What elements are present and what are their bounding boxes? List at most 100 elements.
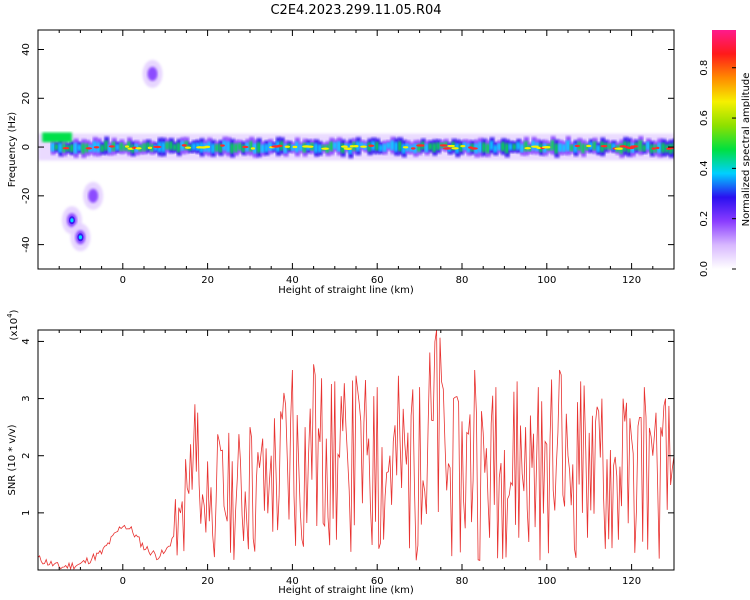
- band-core: [584, 144, 590, 151]
- band-core: [558, 143, 563, 152]
- band-peak: [220, 144, 225, 147]
- snr-panel: 0 20 40 60 80 100 120 1 2 3 4 Height of straight l…: [6, 309, 675, 596]
- band-core: [508, 143, 513, 151]
- band-core: [169, 141, 174, 150]
- band-core: [417, 143, 422, 152]
- band-core: [161, 142, 166, 153]
- band-core: [115, 144, 120, 151]
- band-core: [459, 143, 464, 152]
- spectrogram-y-tick-label: 40: [21, 43, 32, 56]
- band-peak: [410, 147, 416, 150]
- band-core: [191, 143, 197, 150]
- band-core: [504, 143, 510, 154]
- band-core: [394, 142, 399, 152]
- band-peak: [360, 145, 368, 148]
- band-core: [73, 142, 78, 154]
- band-peak: [93, 146, 100, 149]
- band-core: [69, 144, 75, 152]
- band-core: [50, 142, 55, 152]
- band-core: [249, 141, 254, 152]
- spectrogram-x-tick-label: 0: [120, 275, 126, 286]
- band-core: [241, 144, 246, 153]
- band-peak: [630, 145, 639, 148]
- blob-lower-1-peak: [70, 218, 74, 223]
- snr-x-tick-label: 20: [201, 576, 214, 587]
- band-core: [329, 141, 334, 152]
- band-peak: [368, 144, 375, 147]
- band-core: [107, 145, 113, 153]
- blob-lower-2-peak: [78, 235, 82, 240]
- band-core: [230, 143, 235, 154]
- band-peak: [204, 145, 211, 149]
- band-core: [497, 143, 502, 151]
- band-core: [516, 142, 521, 150]
- spectrogram-x-tick-label: 120: [622, 275, 641, 286]
- spectrogram-x-tick-label: 20: [201, 275, 214, 286]
- spectrogram-y-tick-label: 0: [21, 144, 32, 150]
- band-core: [218, 143, 223, 153]
- band-core: [302, 142, 307, 153]
- snr-x-tick-label: 80: [456, 576, 469, 587]
- band-peak: [586, 144, 592, 148]
- band-core: [367, 142, 372, 152]
- band-peak: [276, 144, 283, 148]
- spectrogram-y-tick-label: -40: [21, 236, 32, 252]
- blob-upper-body: [147, 66, 158, 81]
- band-core: [638, 140, 643, 151]
- snr-y-multiplier: (x104): [6, 309, 20, 340]
- spectrogram-x-tick-label: 80: [456, 275, 469, 286]
- band-core: [436, 142, 441, 151]
- snr-y-axis-label: SNR (10 * v/v): [7, 424, 18, 495]
- band-core: [237, 143, 242, 151]
- band-peak: [181, 144, 187, 147]
- spectrogram-panel: 0 20 40 60 80 100 120 -40 -20 0 20 40 Height of str…: [7, 29, 675, 296]
- spectrogram-y-tick-label: -20: [21, 188, 32, 204]
- band-core: [596, 145, 601, 153]
- band-core: [176, 142, 181, 153]
- band-core: [569, 144, 574, 152]
- band-core: [607, 143, 613, 150]
- band-core: [54, 144, 59, 151]
- band-core: [123, 144, 128, 151]
- colorbar-ticks: 0.0 0.2 0.4 0.6 0.8: [699, 60, 736, 277]
- spectrogram-heatmap: [38, 59, 674, 252]
- spectrogram-y-axis-label: Frequency (Hz): [7, 112, 18, 188]
- snr-y-tick-label: 3: [21, 395, 32, 401]
- band-core: [233, 143, 239, 153]
- band-core: [550, 140, 555, 151]
- band-core: [478, 142, 483, 153]
- band-core: [432, 143, 437, 152]
- band-core: [481, 142, 487, 153]
- band-peak: [443, 147, 453, 150]
- band-peak: [614, 147, 625, 150]
- snr-y-multiplier-exponent: 4: [6, 313, 14, 318]
- snr-ticks: 0 20 40 60 80 100 120 1 2 3 4: [21, 330, 675, 587]
- band-core: [386, 142, 391, 149]
- snr-y-multiplier-prefix: (x10: [9, 318, 20, 341]
- colorbar-tick-label: 0.4: [699, 160, 710, 176]
- band-peak: [416, 144, 426, 147]
- band-core: [390, 140, 395, 151]
- band-core: [317, 144, 323, 153]
- colorbar-tick-label: 0.8: [699, 60, 710, 76]
- band-peak: [655, 146, 660, 150]
- snr-y-multiplier-suffix: ): [9, 309, 20, 313]
- snr-x-axis-label: Height of straight line (km): [278, 585, 414, 596]
- band-peak: [447, 144, 456, 148]
- band-core: [562, 144, 567, 152]
- snr-x-tick-label: 100: [537, 576, 556, 587]
- band-core: [260, 144, 265, 153]
- band-peak: [541, 146, 552, 149]
- band-core: [340, 143, 345, 153]
- band-peak: [321, 147, 330, 150]
- band-core: [428, 143, 433, 150]
- band-core: [581, 143, 586, 153]
- band-core: [573, 143, 578, 153]
- spectrogram-y-tick-label: 20: [21, 92, 32, 105]
- band-core: [531, 140, 536, 151]
- spectrogram-ticks: 0 20 40 60 80 100 120 -40 -20 0 20 40: [21, 30, 675, 286]
- band-peak: [340, 145, 349, 148]
- band-peak: [85, 147, 93, 150]
- band-core: [127, 141, 132, 152]
